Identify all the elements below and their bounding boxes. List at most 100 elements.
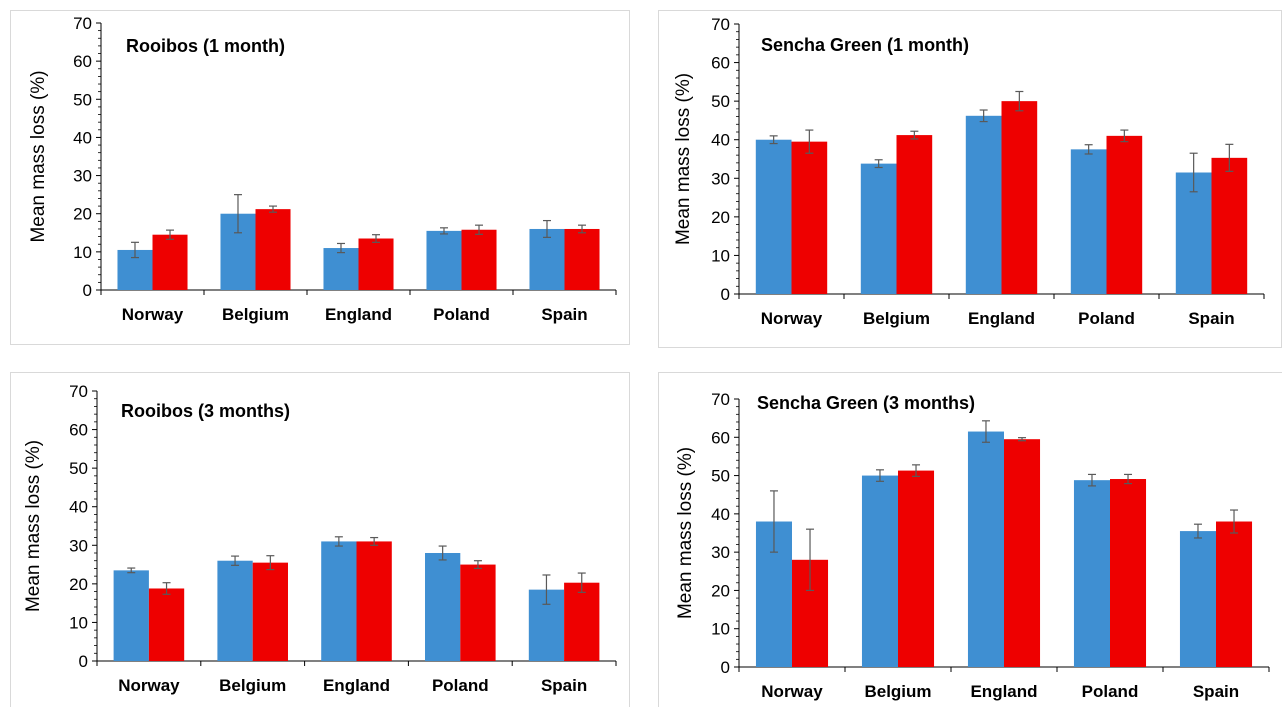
bar-red [1106, 135, 1143, 294]
bar-blue [113, 570, 149, 661]
x-category-label: England [968, 309, 1035, 328]
bar-red [255, 209, 291, 290]
y-tick-label: 0 [721, 658, 730, 677]
bar-red [461, 229, 497, 290]
y-tick-label: 10 [69, 613, 88, 632]
x-category-label: England [323, 676, 390, 695]
bar-blue [967, 431, 1004, 667]
y-tick-label: 10 [73, 243, 92, 262]
bar-red [358, 238, 394, 290]
x-category-label: Poland [432, 676, 489, 695]
bar-blue [1070, 149, 1107, 294]
bar-red [252, 562, 288, 661]
x-category-label: Norway [761, 682, 823, 701]
x-category-label: England [970, 682, 1037, 701]
y-tick-label: 30 [69, 536, 88, 555]
bar-red [1110, 479, 1147, 667]
y-tick-label: 50 [711, 92, 730, 111]
y-tick-label: 70 [69, 382, 88, 401]
y-tick-label: 20 [711, 581, 730, 600]
bar-blue [217, 560, 253, 661]
x-category-label: Belgium [864, 682, 931, 701]
chart-title: Rooibos (1 month) [126, 36, 285, 56]
chart-svg: 0 10 20 30 40 50 60 70 Norway Belgium England Polan… [23, 382, 617, 695]
y-tick-label: 50 [69, 459, 88, 478]
y-axis-label: Mean mass loss (%) [23, 440, 44, 612]
x-category-label: Spain [1188, 309, 1234, 328]
x-category-label: Belgium [219, 676, 286, 695]
y-tick-label: 60 [711, 428, 730, 447]
bar-red [791, 141, 828, 294]
x-category-label: Belgium [863, 309, 930, 328]
chart-panel-sencha-green-1-month: 0 10 20 30 40 50 60 70 Norway Belgium England Polan… [658, 10, 1282, 348]
bar-red [152, 234, 188, 290]
bar-blue [1073, 480, 1110, 667]
y-tick-label: 70 [73, 14, 92, 33]
y-tick-label: 10 [711, 620, 730, 639]
y-tick-label: 60 [73, 52, 92, 71]
bar-red [460, 564, 496, 661]
y-axis-label: Mean mass loss (%) [675, 447, 696, 619]
y-tick-label: 10 [711, 246, 730, 265]
bar-red [898, 470, 935, 667]
y-tick-label: 30 [711, 169, 730, 188]
x-category-label: Poland [1082, 682, 1139, 701]
y-tick-label: 20 [711, 208, 730, 227]
x-category-label: Spain [1193, 682, 1239, 701]
bar-red [1211, 157, 1248, 294]
chart-title: Sencha Green (3 months) [757, 393, 975, 413]
bar-red [564, 582, 600, 661]
bar-blue [1179, 531, 1216, 667]
y-axis-label: Mean mass loss (%) [28, 70, 49, 242]
y-tick-label: 20 [73, 205, 92, 224]
x-category-label: Poland [1078, 309, 1135, 328]
bar-blue [426, 230, 462, 290]
x-category-label: Norway [118, 676, 180, 695]
bar-blue [529, 228, 565, 290]
bar-red [1004, 439, 1041, 667]
bar-blue [1175, 172, 1212, 294]
bar-red [356, 541, 392, 661]
x-category-label: England [325, 305, 392, 324]
x-category-label: Norway [761, 309, 823, 328]
y-tick-label: 40 [711, 505, 730, 524]
chart-panel-rooibos-1-month: 0 10 20 30 40 50 60 70 Norway Belgium England Polan… [10, 10, 630, 345]
y-tick-label: 50 [711, 467, 730, 486]
chart-svg: 0 10 20 30 40 50 60 70 Norway Belgium England Polan… [675, 390, 1270, 701]
chart-svg: 0 10 20 30 40 50 60 70 Norway Belgium England Polan… [28, 14, 617, 324]
bar-blue [860, 163, 897, 294]
bar-blue [425, 553, 461, 661]
chart-panel-rooibos-3-months: 0 10 20 30 40 50 60 70 Norway Belgium England Polan… [10, 372, 630, 707]
y-tick-label: 20 [69, 575, 88, 594]
y-tick-label: 70 [711, 15, 730, 34]
y-tick-label: 30 [711, 543, 730, 562]
x-category-label: Poland [433, 305, 490, 324]
bar-red [1001, 101, 1038, 295]
chart-panel-sencha-green-3-months: 0 10 20 30 40 50 60 70 Norway Belgium England Polan… [658, 372, 1282, 707]
bar-blue [321, 541, 357, 661]
x-category-label: Spain [541, 305, 587, 324]
y-tick-label: 0 [83, 281, 92, 300]
y-tick-label: 70 [711, 390, 730, 409]
chart-title: Sencha Green (1 month) [761, 35, 969, 55]
bar-blue [861, 475, 898, 667]
y-tick-label: 30 [73, 167, 92, 186]
y-tick-label: 40 [73, 128, 92, 147]
chart-title: Rooibos (3 months) [121, 401, 290, 421]
y-tick-label: 0 [79, 652, 88, 671]
y-tick-label: 40 [711, 131, 730, 150]
y-tick-label: 60 [711, 54, 730, 73]
bar-red [1216, 521, 1253, 667]
bar-blue [323, 248, 359, 290]
bar-red [148, 588, 185, 661]
x-category-label: Spain [541, 676, 587, 695]
x-category-label: Belgium [222, 305, 289, 324]
x-category-label: Norway [122, 305, 184, 324]
bar-blue [965, 115, 1002, 294]
y-tick-label: 40 [69, 498, 88, 517]
bar-red [896, 135, 933, 294]
y-tick-label: 50 [73, 90, 92, 109]
y-tick-label: 60 [69, 421, 88, 440]
bar-red [564, 228, 600, 290]
chart-svg: 0 10 20 30 40 50 60 70 Norway Belgium England Polan… [673, 15, 1265, 328]
